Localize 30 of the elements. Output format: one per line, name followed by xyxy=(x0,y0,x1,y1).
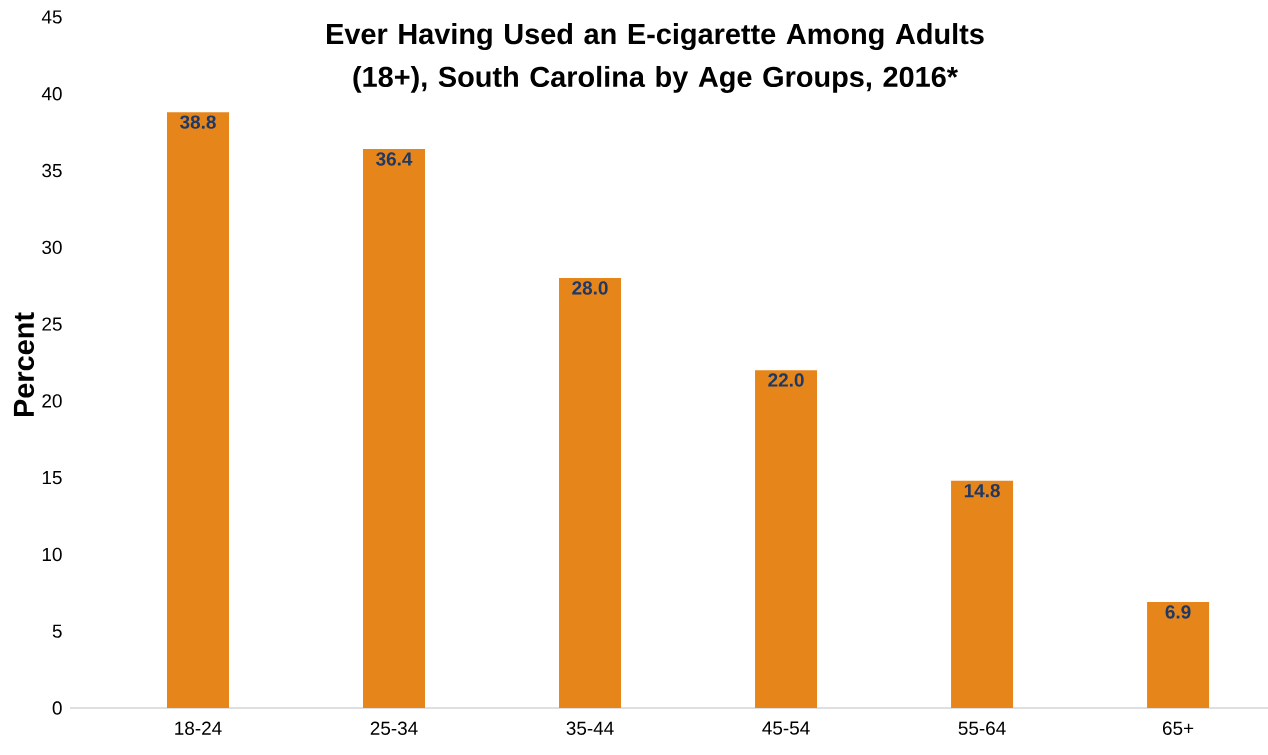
bar xyxy=(559,278,622,708)
y-axis-title: Percent xyxy=(13,312,35,417)
data-label: 6.9 xyxy=(1165,605,1191,619)
bar xyxy=(1147,602,1210,708)
y-tick-label: 20 xyxy=(42,394,62,408)
y-tick-label: 10 xyxy=(42,547,62,562)
bar xyxy=(363,149,426,708)
y-tick-label: 0 xyxy=(52,701,62,715)
x-tick-label: 65+ xyxy=(1162,721,1194,735)
x-tick-label: 45-54 xyxy=(762,721,810,735)
data-label: 14.8 xyxy=(964,483,1000,498)
y-tick-label: 15 xyxy=(42,471,62,485)
bar xyxy=(755,370,818,708)
y-tick-label: 30 xyxy=(42,240,62,255)
x-tick-label: 55-64 xyxy=(958,721,1006,735)
text: Ever Having Used an E-cigarette Among Adults (18+), South Carolina by Age Groups, 2016* xyxy=(327,23,984,93)
data-label: 36.4 xyxy=(376,152,413,166)
x-tick-label: 25-34 xyxy=(370,721,418,735)
bar xyxy=(167,112,229,708)
x-tick-label: 18-24 xyxy=(175,721,222,735)
y-tick-label: 5 xyxy=(52,624,62,638)
data-label: 38.8 xyxy=(180,115,216,129)
y-tick-label: 25 xyxy=(42,317,62,331)
x-tick-label: 35-44 xyxy=(566,721,614,735)
y-tick-label: 35 xyxy=(42,163,62,178)
y-tick-label: 45 xyxy=(41,10,62,24)
data-label: 22.0 xyxy=(768,373,804,387)
bar xyxy=(951,480,1014,708)
y-tick-label: 40 xyxy=(41,87,62,101)
data-label: 28.0 xyxy=(572,281,608,295)
